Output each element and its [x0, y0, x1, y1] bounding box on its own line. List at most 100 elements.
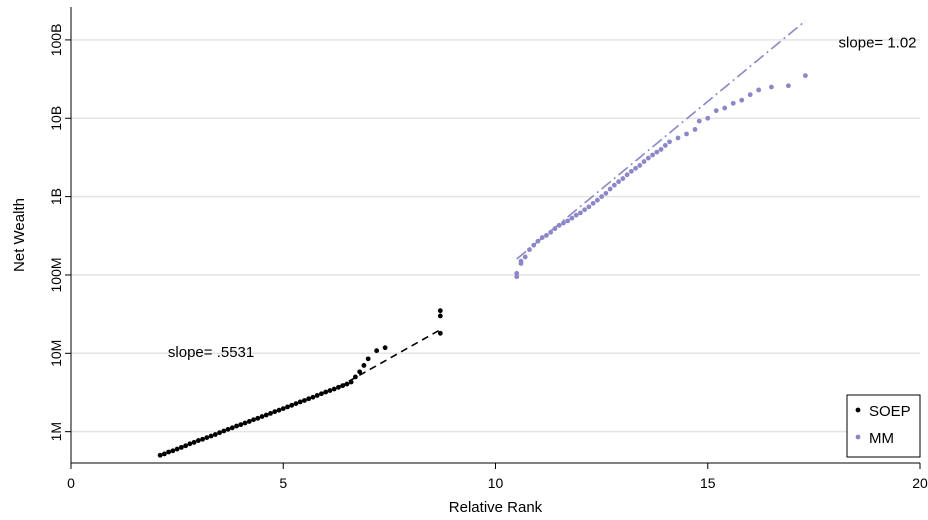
data-point: [802, 73, 808, 79]
data-point: [357, 369, 363, 375]
data-point: [187, 441, 193, 447]
data-point: [539, 235, 545, 240]
data-point: [650, 152, 655, 158]
data-point: [297, 399, 303, 405]
data-point: [310, 394, 316, 400]
series-mm: [514, 73, 808, 280]
data-point: [611, 182, 617, 188]
x-tick-label: 5: [279, 475, 287, 491]
x-tick-label: 10: [488, 475, 504, 491]
data-point: [195, 438, 201, 443]
data-point: [565, 218, 571, 224]
x-axis-title: Relative Rank: [449, 499, 543, 516]
y-axis-title: Net Wealth: [11, 198, 28, 272]
data-point: [255, 415, 261, 421]
data-point: [191, 439, 197, 445]
data-point: [586, 204, 592, 210]
data-point: [531, 242, 537, 248]
data-point: [246, 419, 252, 424]
data-point: [662, 143, 668, 148]
data-point: [599, 194, 605, 200]
legend-label-soep: SOEP: [869, 403, 911, 420]
data-point: [582, 207, 588, 213]
data-point: [624, 172, 630, 178]
data-point: [204, 435, 210, 440]
data-point: [327, 388, 333, 393]
data-point: [730, 100, 736, 106]
data-point: [217, 430, 222, 436]
data-point: [705, 115, 711, 121]
data-point: [739, 97, 745, 103]
data-point: [527, 247, 532, 253]
data-point: [374, 348, 380, 354]
data-point: [561, 220, 566, 226]
data-point: [756, 87, 762, 93]
data-point: [552, 226, 558, 232]
data-point: [620, 176, 626, 181]
data-point: [221, 428, 227, 434]
data-point: [285, 404, 290, 410]
grid-lines: [71, 39, 920, 433]
data-point: [692, 127, 698, 132]
fit-lines: [338, 20, 806, 388]
data-point: [382, 345, 388, 351]
data-point: [234, 423, 239, 429]
data-point: [696, 118, 702, 124]
data-point: [340, 383, 346, 389]
data-point: [578, 210, 583, 216]
data-point: [641, 159, 647, 164]
data-point: [353, 374, 358, 380]
data-point: [603, 190, 609, 196]
data-point: [319, 391, 324, 397]
data-point: [276, 407, 282, 413]
data-point: [573, 212, 579, 218]
data-point: [628, 168, 634, 174]
data-point: [225, 426, 231, 432]
data-point: [157, 452, 163, 458]
data-point: [242, 420, 248, 426]
data-point: [548, 229, 554, 235]
data-point: [667, 139, 672, 145]
data-point: [514, 274, 520, 280]
data-point: [166, 449, 172, 455]
slope-annotation: slope= .5531: [168, 344, 254, 361]
data-point: [645, 155, 651, 161]
legend-marker-mm: [855, 434, 861, 440]
data-point: [556, 222, 562, 228]
data-point: [722, 105, 728, 111]
series-soep: [157, 308, 443, 458]
y-tick-label: 100B: [48, 24, 64, 57]
data-point: [331, 386, 337, 392]
data-point: [654, 149, 660, 155]
data-point: [174, 446, 180, 452]
data-point: [569, 215, 575, 221]
data-point: [518, 258, 524, 264]
data-point: [212, 432, 218, 437]
data-point: [344, 381, 350, 387]
data-point: [675, 135, 681, 141]
data-point: [336, 384, 341, 390]
data-point: [302, 398, 307, 403]
data-point: [769, 84, 774, 90]
y-tick-label: 10B: [48, 106, 64, 131]
data-point: [616, 179, 622, 185]
data-point: [200, 436, 205, 442]
legend: SOEP MM: [846, 394, 921, 458]
data-point: [251, 417, 256, 423]
annotations: slope= .5531 slope= 1.02: [168, 35, 917, 361]
data-point: [544, 232, 549, 238]
data-point: [280, 406, 286, 411]
data-point: [268, 411, 273, 416]
data-point: [713, 108, 719, 114]
data-point: [306, 396, 312, 402]
data-point: [437, 330, 443, 336]
data-point: [259, 414, 265, 419]
data-point: [289, 402, 295, 408]
data-point: [594, 197, 600, 203]
data-point: [208, 433, 214, 439]
x-ticks: 0 5 10 15 20: [67, 463, 928, 491]
y-ticks: 1M 10M 100M 1B 10B 100B: [48, 24, 71, 441]
y-tick-label: 100M: [48, 257, 64, 292]
data-point: [229, 425, 235, 431]
